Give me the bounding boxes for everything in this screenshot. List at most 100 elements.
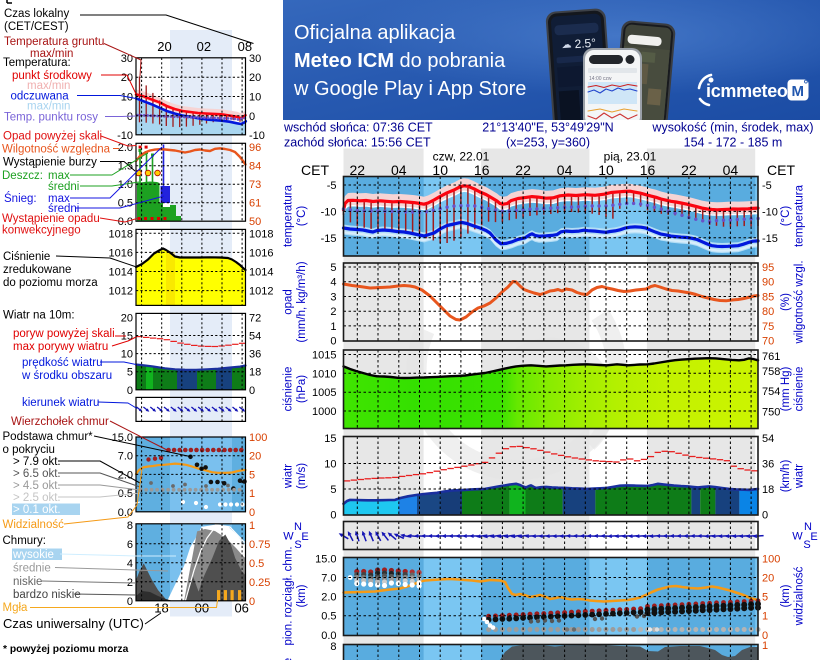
svg-text:18: 18 (762, 484, 774, 496)
svg-text:1016: 1016 (109, 247, 133, 259)
svg-text:Czas uniwersalny (UTC): Czas uniwersalny (UTC) (3, 616, 144, 631)
svg-text:1: 1 (330, 321, 336, 333)
svg-text:(mm/h, kg/m³/h): (mm/h, kg/m³/h) (296, 261, 308, 342)
svg-text:max: max (48, 170, 70, 182)
svg-text:0: 0 (249, 111, 255, 123)
svg-text:0.25: 0.25 (249, 577, 270, 589)
svg-text:5: 5 (330, 262, 336, 274)
svg-text:kierunek wiatru: kierunek wiatru (22, 397, 99, 409)
svg-text:> 7.9 okt.: > 7.9 okt. (13, 456, 61, 468)
svg-text:30: 30 (121, 53, 133, 65)
svg-text:4: 4 (330, 277, 336, 289)
svg-text:średni: średni (48, 203, 79, 215)
svg-text:50: 50 (249, 216, 261, 228)
svg-text:54: 54 (249, 331, 261, 343)
svg-text:1: 1 (249, 488, 255, 500)
svg-text:-10: -10 (762, 206, 778, 218)
svg-text:ciśnienie: ciśnienie (794, 367, 806, 412)
svg-text:N: N (294, 521, 302, 533)
svg-text:54: 54 (762, 433, 774, 445)
svg-text:do poziomu morza: do poziomu morza (3, 277, 98, 289)
svg-text:W: W (283, 531, 294, 543)
svg-text:poryw powyżej skali: poryw powyżej skali (13, 328, 115, 340)
svg-text:> 0.1 okt.: > 0.1 okt. (13, 504, 61, 516)
svg-text:85: 85 (762, 291, 774, 303)
svg-text:max/min: max/min (27, 80, 70, 92)
svg-text:04: 04 (391, 162, 407, 178)
svg-text:niskie: niskie (13, 576, 42, 588)
svg-text:2.0: 2.0 (118, 142, 133, 154)
svg-text:zachód słońca: 15:56 CET: zachód słońca: 15:56 CET (284, 136, 431, 150)
svg-text:20: 20 (249, 72, 261, 84)
svg-text:0: 0 (127, 385, 133, 397)
svg-text:6: 6 (127, 539, 133, 551)
svg-text:90: 90 (762, 277, 774, 289)
svg-text:1016: 1016 (249, 247, 273, 259)
svg-text:0: 0 (330, 510, 336, 522)
svg-text:max porywy wiatru: max porywy wiatru (13, 341, 108, 353)
svg-text:wiatr: wiatr (794, 464, 806, 489)
svg-text:1000: 1000 (312, 406, 336, 418)
svg-text:61: 61 (249, 198, 261, 210)
svg-text:(mm Hg): (mm Hg) (780, 366, 792, 411)
svg-text:10: 10 (249, 92, 261, 104)
svg-text:02: 02 (197, 39, 211, 54)
svg-text:> 2.5 okt.: > 2.5 okt. (13, 492, 61, 504)
svg-text:1: 1 (762, 640, 768, 652)
svg-text:Temperatura:: Temperatura: (3, 57, 71, 69)
svg-text:czw, 22.01: czw, 22.01 (433, 150, 490, 164)
svg-text:20: 20 (121, 72, 133, 84)
svg-text:E: E (301, 531, 308, 543)
svg-text:16: 16 (640, 162, 656, 178)
svg-text:(x=253, y=360): (x=253, y=360) (506, 136, 590, 150)
svg-text:2.5°: 2.5° (574, 36, 597, 51)
svg-text:15.0: 15.0 (315, 553, 336, 565)
svg-text:Temperatura gruntu: Temperatura gruntu (4, 36, 104, 48)
svg-text:754: 754 (762, 386, 780, 398)
svg-text:0.5: 0.5 (321, 611, 336, 623)
svg-text:prędkość wiatru: prędkość wiatru (22, 357, 103, 369)
svg-text:Meteo ICM do pobrania: Meteo ICM do pobrania (294, 50, 506, 72)
svg-text:-10: -10 (117, 130, 133, 142)
svg-text:72: 72 (249, 312, 261, 324)
svg-text:20: 20 (157, 39, 171, 54)
svg-text:04: 04 (557, 162, 573, 178)
svg-text:ciśnienie: ciśnienie (283, 367, 295, 412)
svg-text:0: 0 (762, 510, 768, 522)
svg-text:opad: opad (283, 289, 295, 315)
svg-text:154 - 172 - 185 m: 154 - 172 - 185 m (684, 136, 783, 150)
svg-text:-10: -10 (321, 206, 337, 218)
svg-text:(°C): (°C) (780, 206, 792, 227)
svg-text:M: M (792, 83, 805, 100)
svg-text:10: 10 (598, 162, 614, 178)
svg-text:7.0: 7.0 (118, 451, 133, 463)
svg-text:temperatura: temperatura (283, 184, 295, 247)
svg-text:☁: ☁ (561, 39, 572, 51)
svg-text:1010: 1010 (312, 368, 336, 380)
svg-text:1012: 1012 (109, 286, 133, 298)
svg-text:Czas lokalny: Czas lokalny (4, 8, 69, 20)
svg-text:max: max (48, 193, 70, 205)
svg-text:Chmury:: Chmury: (3, 535, 46, 547)
svg-text:w Google Play i App Store: w Google Play i App Store (293, 78, 526, 100)
svg-text:750: 750 (762, 406, 780, 418)
svg-text:(km): (km) (296, 584, 308, 607)
svg-text:08: 08 (238, 39, 252, 54)
svg-text:(%): (%) (780, 293, 792, 311)
svg-text:1005: 1005 (312, 387, 336, 399)
svg-text:84: 84 (249, 161, 261, 173)
svg-text:pią, 23.01: pią, 23.01 (604, 150, 657, 164)
svg-text:icmmeteo: icmmeteo (706, 81, 788, 101)
svg-text:22: 22 (515, 162, 531, 178)
svg-text:-15: -15 (321, 233, 337, 245)
svg-text:-5: -5 (327, 180, 337, 192)
svg-text:Temp. punktu rosy: Temp. punktu rosy (4, 112, 98, 124)
svg-text:max/min: max/min (27, 101, 70, 113)
svg-text:Mgła: Mgła (3, 602, 29, 614)
svg-text:pion. rozciągł. chm.: pion. rozciągł. chm. (283, 546, 295, 645)
svg-text:75: 75 (762, 321, 774, 333)
svg-text:5: 5 (762, 592, 768, 604)
svg-text:1: 1 (249, 520, 255, 532)
svg-text:-10: -10 (249, 130, 265, 142)
svg-text:bardzo niskie: bardzo niskie (13, 589, 81, 601)
